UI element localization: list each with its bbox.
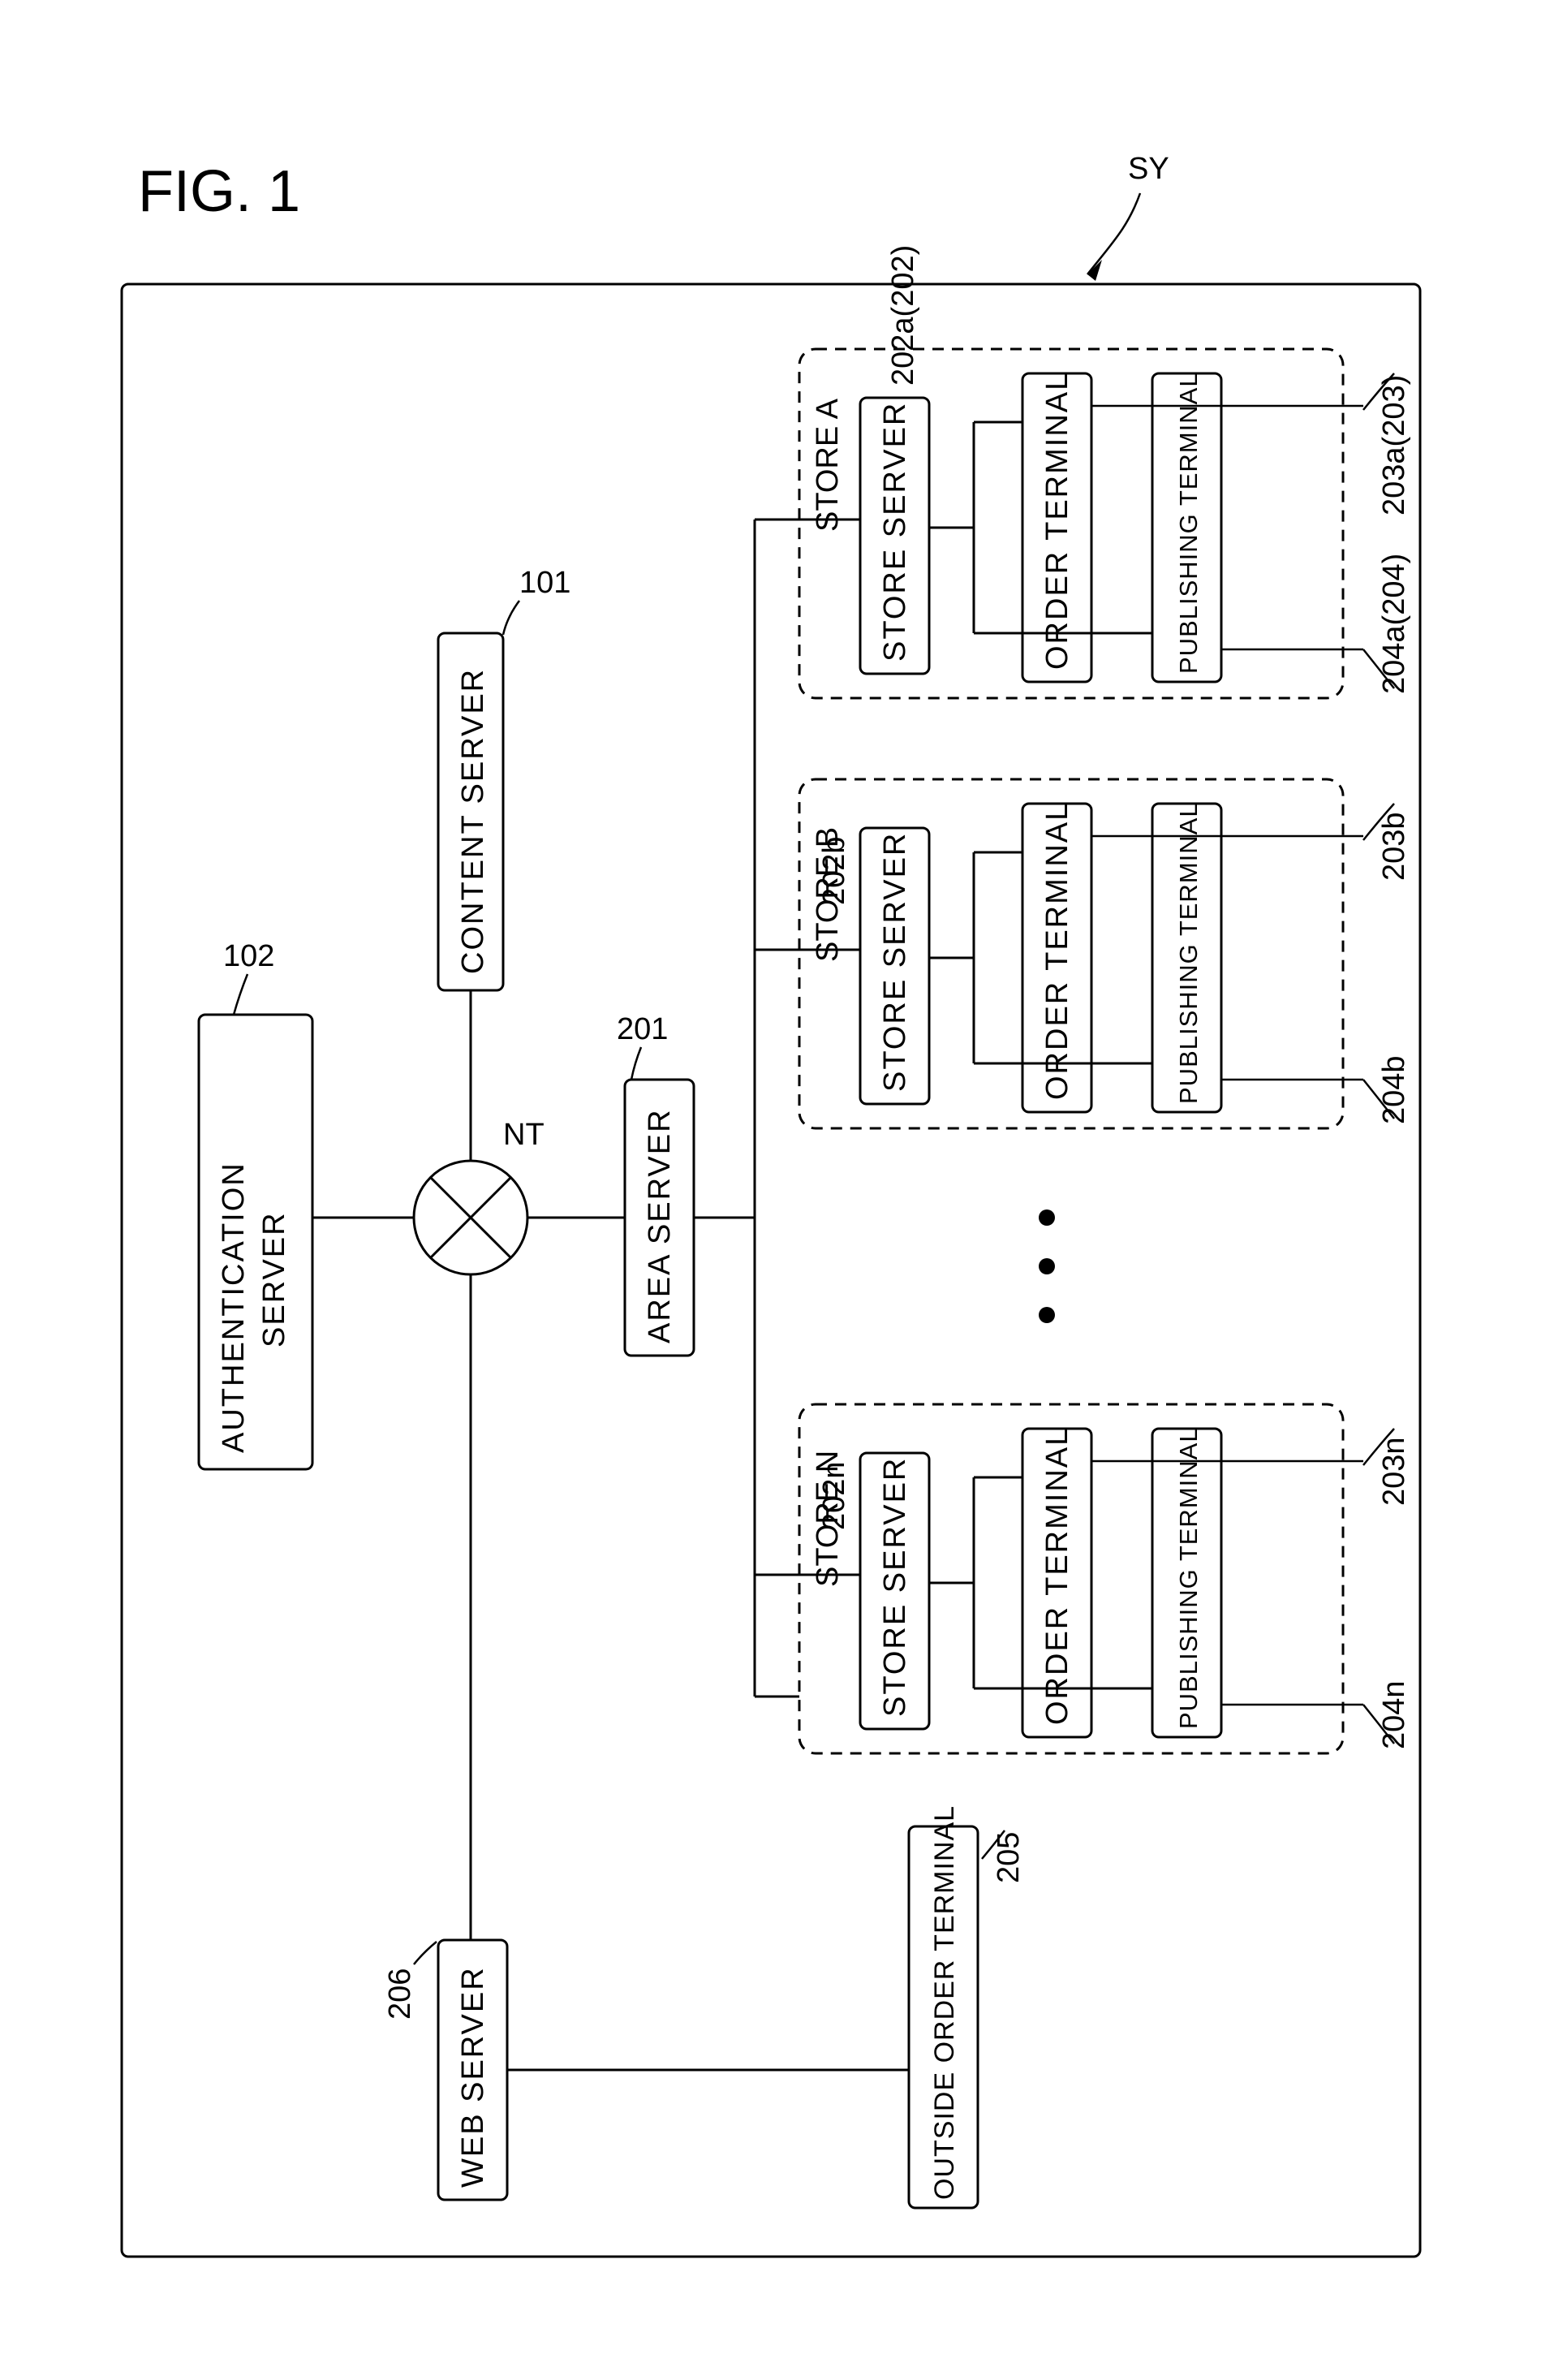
- store-n-server-label: STORE SERVER: [878, 1457, 912, 1717]
- auth-server-label-1: AUTHENTICATION: [217, 1162, 251, 1453]
- content-server: CONTENT SERVER: [438, 633, 503, 990]
- outside-order-terminal: OUTSIDE ORDER TERMINAL: [909, 1805, 978, 2208]
- nt-label: NT: [503, 1118, 545, 1152]
- area-server-ref: 201: [617, 1012, 668, 1046]
- network-node: [414, 1161, 527, 1274]
- store-a-order-label: ORDER TERMINAL: [1040, 372, 1074, 670]
- store-n-server-ref: 202n: [817, 1461, 851, 1530]
- sy-label: SY: [1128, 152, 1169, 186]
- auth-server-label-2: SERVER: [257, 1211, 291, 1347]
- store-b-server-ref: 202b: [817, 836, 851, 905]
- outside-order-label: OUTSIDE ORDER TERMINAL: [929, 1805, 960, 2200]
- store-b-order-ref: 203b: [1377, 812, 1411, 881]
- sy-leader: [1087, 193, 1140, 274]
- web-server-label: WEB SERVER: [456, 1966, 490, 2188]
- store-a-server-label: STORE SERVER: [878, 402, 912, 662]
- content-server-ref: 101: [519, 566, 570, 600]
- auth-server-ref: 102: [223, 939, 274, 973]
- web-server: WEB SERVER: [438, 1940, 507, 2200]
- area-server: AREA SERVER: [625, 1080, 694, 1356]
- store-a-order-ref: 203a(203): [1377, 375, 1411, 515]
- store-n-publish-ref: 204n: [1377, 1680, 1411, 1749]
- store-b-publish-label: PUBLISHING TERMINAL: [1174, 802, 1203, 1104]
- outside-order-ref: 205: [992, 1832, 1026, 1883]
- figure-label: FIG. 1: [138, 159, 300, 224]
- store-n-order-ref: 203n: [1377, 1437, 1411, 1506]
- store-n-order-label: ORDER TERMINAL: [1040, 1427, 1074, 1725]
- store-b-server-label: STORE SERVER: [878, 832, 912, 1092]
- store-a-server-ref: 202a(202): [886, 245, 920, 386]
- store-b-publish-ref: 204b: [1377, 1055, 1411, 1124]
- store-a-publish-label: PUBLISHING TERMINAL: [1174, 372, 1203, 674]
- web-server-ref: 206: [383, 1968, 417, 2020]
- store-a-title: STORE A: [811, 398, 845, 532]
- area-server-label: AREA SERVER: [643, 1108, 677, 1343]
- store-b-order-label: ORDER TERMINAL: [1040, 802, 1074, 1100]
- store-a-publish-ref: 204a(204): [1377, 554, 1411, 694]
- auth-server: AUTHENTICATION SERVER: [199, 1015, 312, 1469]
- store-n-publish-label: PUBLISHING TERMINAL: [1174, 1427, 1203, 1729]
- content-server-label: CONTENT SERVER: [456, 668, 490, 974]
- device-frame: [122, 284, 1420, 2257]
